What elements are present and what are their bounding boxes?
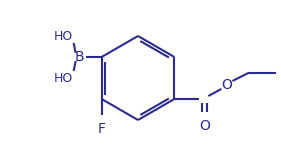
Text: B: B [75,50,84,64]
Text: HO: HO [54,72,73,84]
Text: O: O [221,78,232,92]
Text: HO: HO [54,30,73,42]
Text: O: O [199,119,210,133]
Text: F: F [98,122,106,136]
